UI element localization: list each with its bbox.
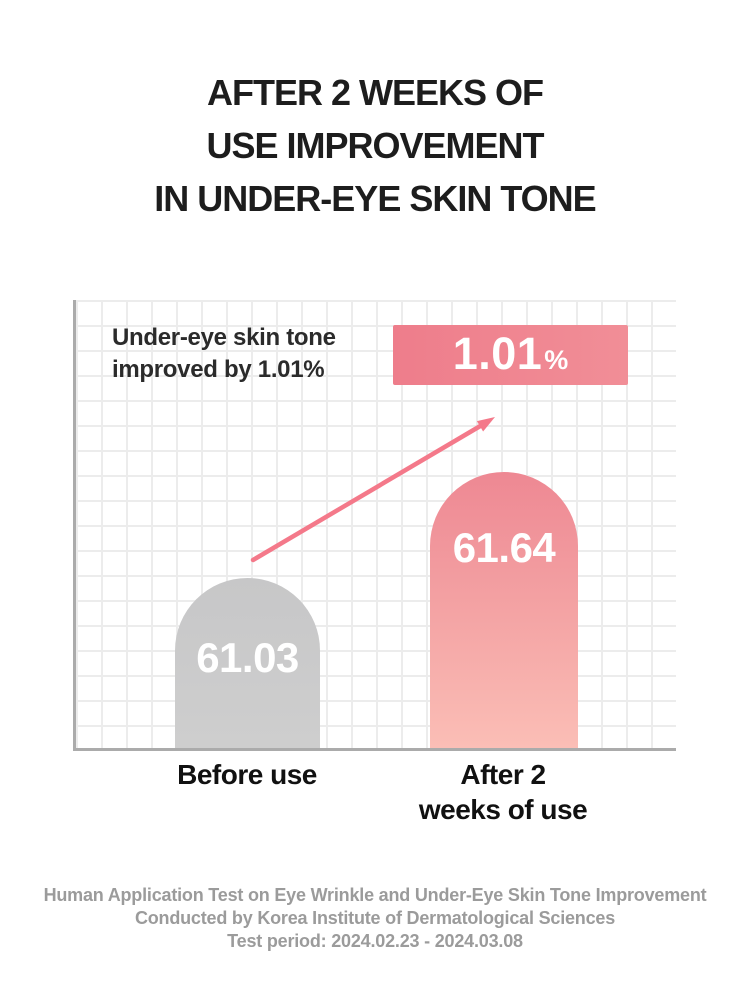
improvement-badge-unit: % bbox=[544, 345, 569, 375]
footnote-line-2: Conducted by Korea Institute of Dermatol… bbox=[134, 908, 616, 928]
study-footnote: Human Application Test on Eye Wrinkle an… bbox=[0, 884, 750, 953]
footnote-line-1: Human Application Test on Eye Wrinkle an… bbox=[43, 885, 707, 905]
bar-before-use: 61.03 bbox=[175, 578, 320, 748]
improvement-badge-value: 1.01 bbox=[452, 328, 543, 379]
bar-before-use-value: 61.03 bbox=[196, 634, 299, 681]
footnote-line-3: Test period: 2024.02.23 - 2024.03.08 bbox=[227, 931, 523, 951]
axis-label-before-use: Before use bbox=[177, 759, 317, 790]
page-title: AFTER 2 WEEKS OF USE IMPROVEMENT IN UNDE… bbox=[0, 66, 750, 225]
title-line-3: IN UNDER-EYE SKIN TONE bbox=[154, 178, 596, 219]
annotation-line-1: Under-eye skin tone bbox=[112, 324, 336, 351]
chart-annotation: Under-eye skin tone improved by 1.01% bbox=[112, 322, 336, 386]
annotation-line-2: improved by 1.01% bbox=[112, 356, 325, 383]
title-line-2: USE IMPROVEMENT bbox=[206, 125, 544, 166]
improvement-badge: 1.01 % bbox=[393, 325, 628, 385]
improvement-arrow-icon bbox=[250, 417, 495, 563]
bar-chart: Under-eye skin tone improved by 1.01% 1.… bbox=[73, 300, 676, 751]
title-line-1: AFTER 2 WEEKS OF bbox=[206, 72, 544, 113]
bar-after-use: 61.64 bbox=[430, 472, 578, 748]
bar-after-use-value: 61.64 bbox=[452, 524, 556, 571]
axis-label-after-use: After 2 weeks of use bbox=[418, 759, 588, 825]
